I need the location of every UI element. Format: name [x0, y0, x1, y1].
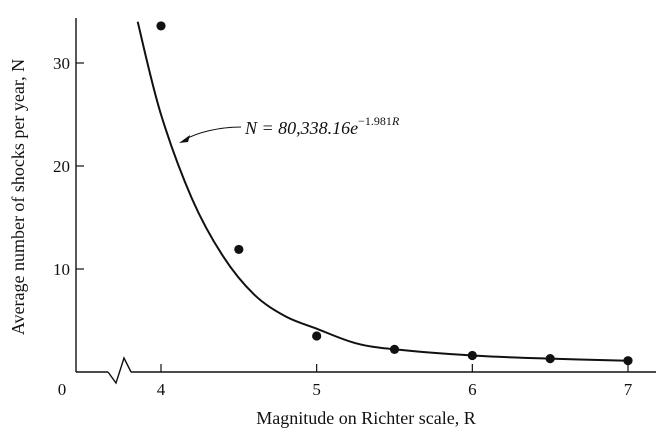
data-point — [312, 331, 322, 341]
annotation-arrow-head — [179, 135, 190, 143]
y-axis-title: Average number of shocks per year, N — [8, 59, 28, 335]
x-tick-label: 6 — [468, 380, 477, 399]
x-axis-break — [107, 356, 132, 385]
y-tick-label: 10 — [53, 260, 70, 279]
annotation-arrow-line — [183, 126, 242, 141]
data-point — [234, 244, 244, 255]
origin-label: 0 — [58, 380, 67, 399]
y-ticks: 10 20 30 — [53, 54, 84, 279]
data-point — [623, 356, 633, 366]
y-tick-label: 30 — [53, 54, 70, 73]
data-point — [467, 350, 477, 361]
fit-equation-exponent: −1.981 — [358, 114, 392, 128]
y-axis-title-text: Average number of shocks per year, N — [8, 59, 28, 335]
data-point — [389, 344, 400, 354]
fit-equation-exponent-var: R — [391, 114, 400, 128]
fit-equation: N = 80,338.16e−1.981R — [244, 114, 400, 138]
fit-equation-lhs: N = 80,338.16 — [244, 118, 350, 138]
x-tick-label: 4 — [157, 380, 166, 399]
x-tick-label: 7 — [624, 380, 633, 399]
fit-curve — [136, 21, 629, 362]
data-point — [156, 21, 166, 31]
x-axis-title-text: Magnitude on Richter scale, R — [256, 408, 475, 428]
x-axis-title: Magnitude on Richter scale, R — [256, 408, 475, 428]
x-tick-label: 5 — [312, 380, 321, 399]
x-ticks: 4 5 6 7 — [157, 364, 633, 399]
data-point — [545, 354, 555, 364]
data-points — [156, 21, 633, 366]
fit-equation-base: e — [350, 118, 358, 138]
x-axis — [76, 356, 656, 385]
y-tick-label: 20 — [53, 157, 70, 176]
annotation-arrow — [179, 126, 242, 143]
